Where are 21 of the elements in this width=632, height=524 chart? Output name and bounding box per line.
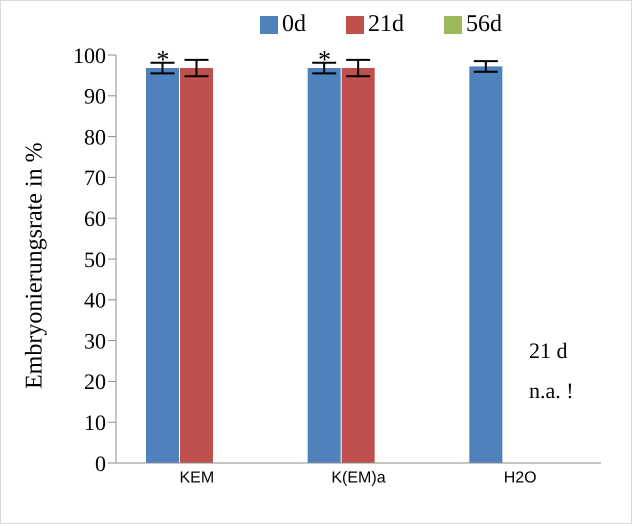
y-axis-title: Embryonierungsrate in % [22, 142, 48, 389]
legend-label: 0d [282, 11, 306, 37]
legend-label: 21d [368, 11, 404, 37]
y-tick-label: 70 [84, 165, 106, 190]
y-tick-label: 40 [84, 288, 106, 313]
x-tick-label: KEM [179, 469, 214, 486]
y-tick-label: 0 [95, 450, 106, 476]
y-tick-label: 10 [84, 410, 106, 436]
annotation: * [156, 45, 170, 74]
y-tick-label: 30 [84, 328, 106, 354]
y-tick-label: 50 [84, 246, 106, 272]
annotation: * [318, 45, 331, 74]
y-tick-label: 20 [84, 369, 106, 394]
y-tick-label: 90 [84, 84, 106, 109]
legend-label: 56d [466, 11, 502, 37]
x-tick-label: K(EM)a [331, 469, 386, 486]
x-tick-label: H2O [504, 469, 537, 486]
y-tick-label: 60 [84, 206, 106, 232]
y-tick-label: 80 [84, 124, 106, 150]
y-tick-label: 100 [73, 42, 106, 68]
annotation: 21 d n.a. ! [529, 337, 574, 405]
